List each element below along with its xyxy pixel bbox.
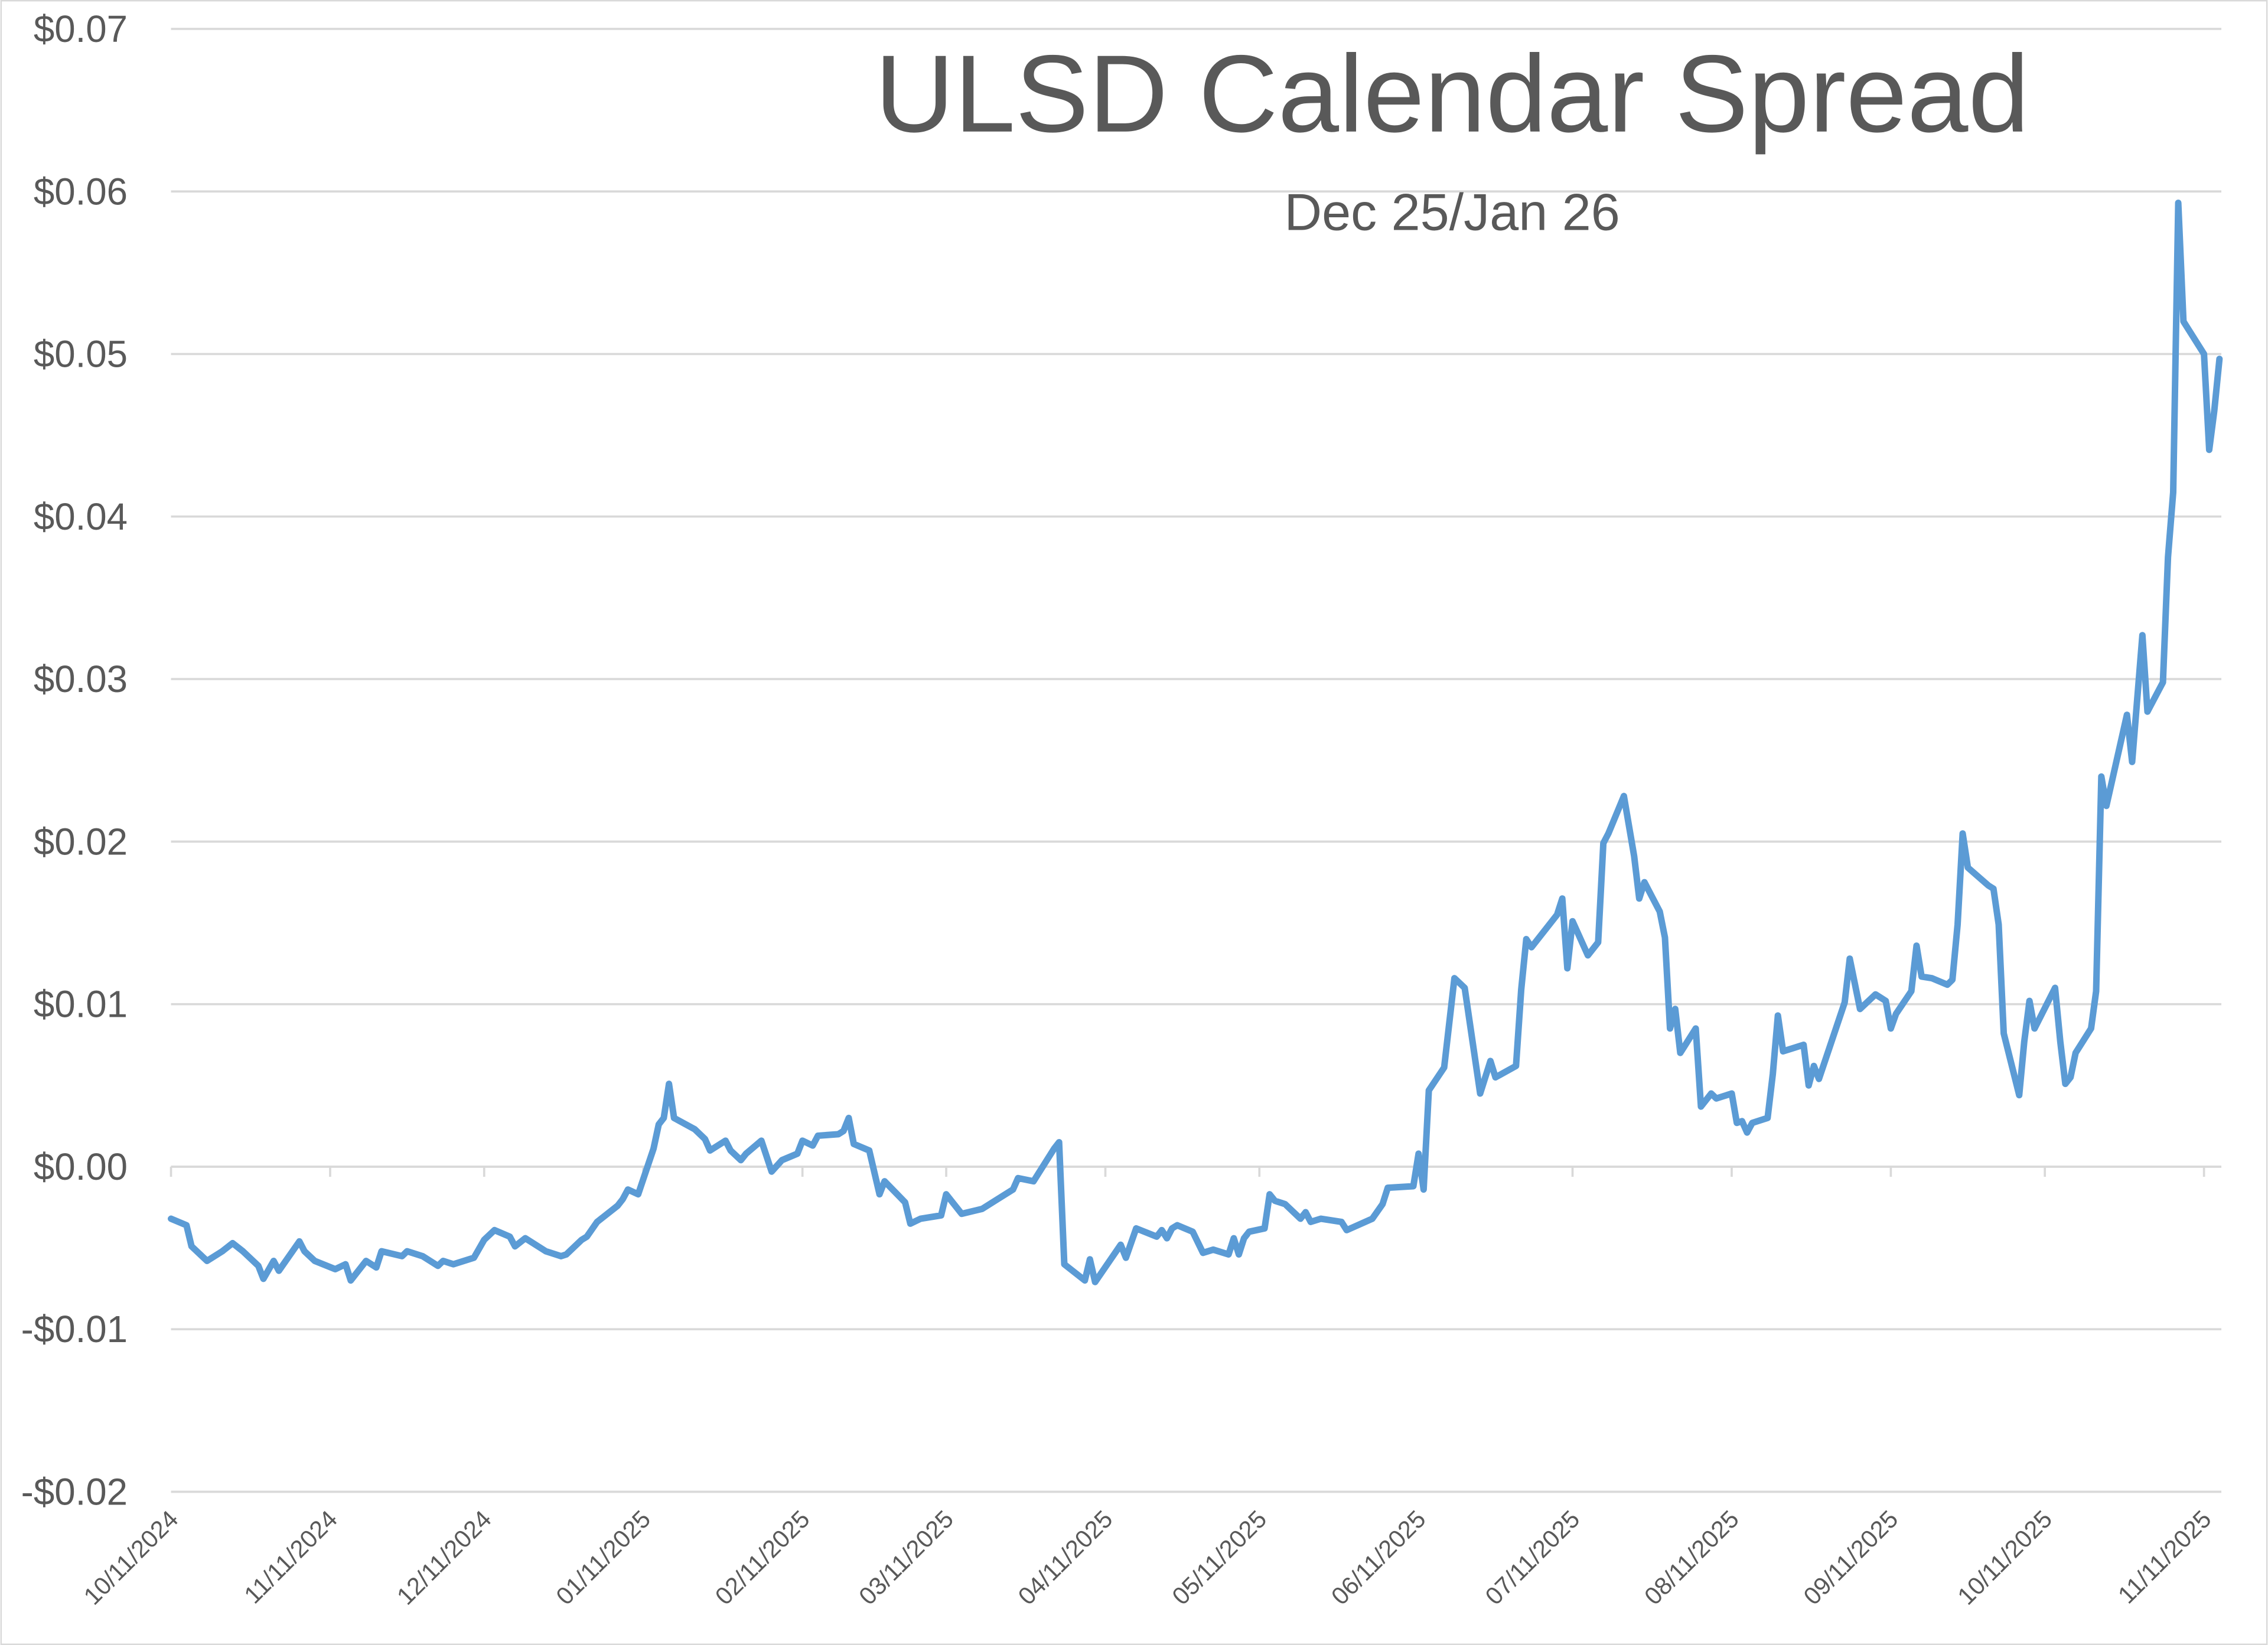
y-tick-label: $0.02 bbox=[34, 821, 128, 863]
chart-subtitle: Dec 25/Jan 26 bbox=[1284, 182, 1619, 241]
series-group bbox=[168, 199, 2223, 1285]
y-axis: -$0.02 -$0.01 $0.00 $0.01 $0.02 $0.03 $0.04 $0.… bbox=[21, 8, 128, 1513]
y-tick-label: $0.07 bbox=[34, 8, 128, 50]
y-tick-label: $0.06 bbox=[34, 171, 128, 213]
y-tick-label: $0.03 bbox=[34, 658, 128, 700]
series-line bbox=[168, 199, 2223, 1285]
y-tick-label: $0.04 bbox=[34, 496, 128, 538]
y-tick-label: -$0.01 bbox=[21, 1308, 128, 1350]
y-tick-label: $0.01 bbox=[34, 984, 128, 1026]
y-tick-label: $0.00 bbox=[34, 1146, 128, 1188]
y-tick-label: -$0.02 bbox=[21, 1471, 128, 1513]
chart-title: ULSD Calendar Spread bbox=[875, 33, 2029, 155]
y-tick-label: $0.05 bbox=[34, 334, 128, 376]
